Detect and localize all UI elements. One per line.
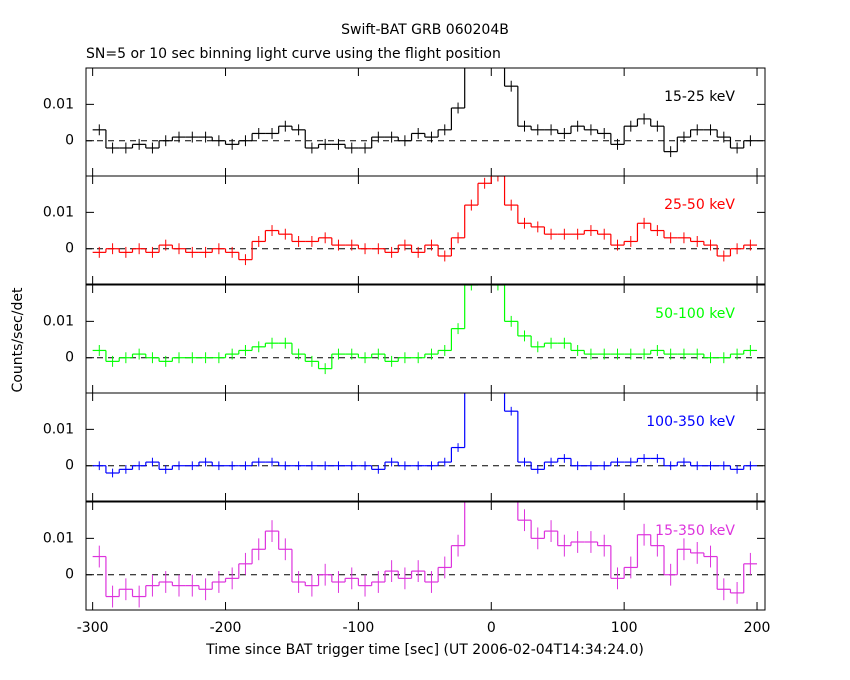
- series-label: 15-25 keV: [664, 89, 735, 105]
- series: [92, 502, 758, 608]
- y-tick-label: 0: [65, 567, 74, 583]
- x-tick-label: -300: [77, 620, 109, 636]
- series: [92, 285, 758, 375]
- y-tick-label: 0.01: [43, 421, 74, 437]
- panel-frame: [85, 175, 766, 285]
- x-axis-label: Time since BAT trigger time [sec] (UT 20…: [205, 642, 644, 658]
- y-tick-label: 0: [65, 458, 74, 474]
- chart-title: Swift-BAT GRB 060204B: [341, 22, 509, 38]
- y-tick-label: 0: [65, 350, 74, 366]
- series-label: 25-50 keV: [664, 197, 735, 213]
- y-tick-label: 0.01: [43, 204, 74, 220]
- panel-frame: [85, 67, 766, 177]
- series: [92, 68, 758, 158]
- y-tick-label: 0.01: [43, 313, 74, 329]
- series-label: 50-100 keV: [655, 306, 735, 322]
- series: [92, 176, 758, 266]
- series-label: 15-350 keV: [655, 523, 735, 539]
- x-tick-label: -100: [343, 620, 375, 636]
- x-tick-label: -200: [210, 620, 242, 636]
- y-tick-label: 0.01: [43, 96, 74, 112]
- panel-frame: [85, 392, 766, 502]
- x-tick-label: 0: [487, 620, 496, 636]
- series-label: 100-350 keV: [646, 414, 735, 430]
- x-tick-label: 100: [611, 620, 638, 636]
- y-tick-label: 0.01: [43, 530, 74, 546]
- y-tick-label: 0: [65, 133, 74, 149]
- chart-subtitle: SN=5 or 10 sec binning light curve using…: [86, 46, 501, 62]
- y-axis-label: Counts/sec/det: [10, 287, 26, 392]
- series: [92, 393, 758, 478]
- panel-frame: [85, 284, 766, 394]
- x-tick-label: 200: [744, 620, 771, 636]
- panel-frame: [85, 501, 766, 611]
- y-tick-label: 0: [65, 241, 74, 257]
